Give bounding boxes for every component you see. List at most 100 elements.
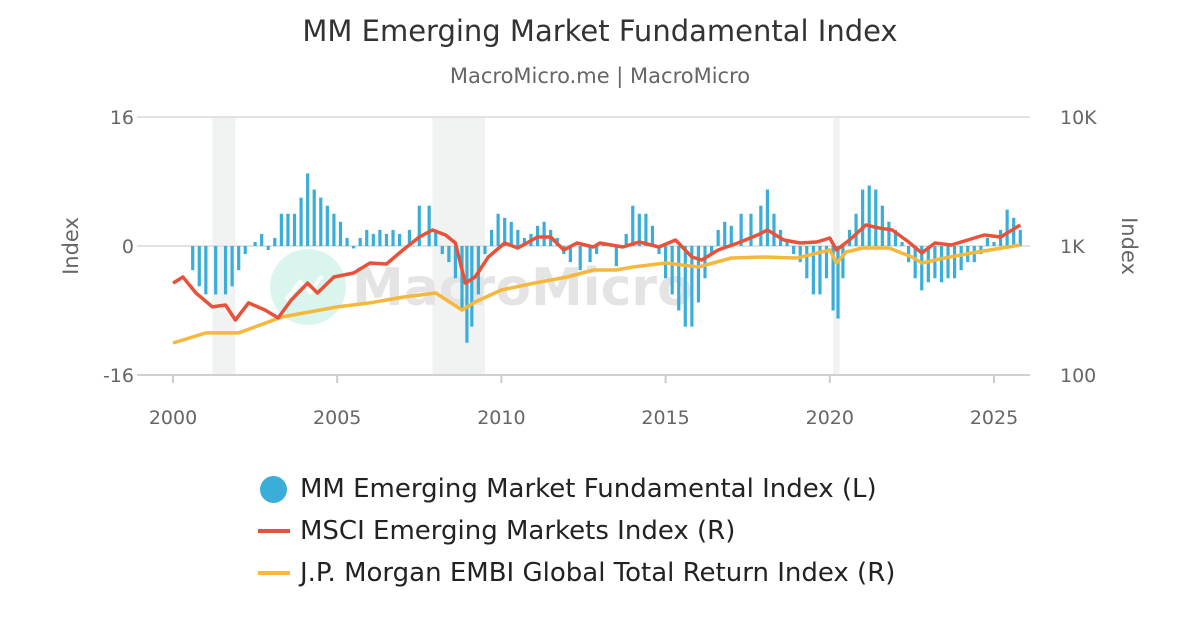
fundamental-index-bar: [831, 246, 835, 311]
fundamental-index-bar: [509, 221, 513, 246]
fundamental-index-bar: [861, 189, 865, 246]
fundamental-index-bar: [854, 213, 858, 246]
fundamental-index-bar: [230, 246, 234, 287]
fundamental-index-bar: [306, 173, 310, 246]
fundamental-index-bar: [522, 237, 526, 246]
fundamental-index-bar: [824, 246, 829, 279]
fundamental-index-bar: [650, 225, 655, 246]
fundamental-index-bar: [197, 246, 201, 287]
fundamental-index-bar: [637, 213, 641, 246]
legend-item-fundamental-index[interactable]: MM Emerging Market Fundamental Index (L): [258, 468, 895, 510]
fundamental-index-bar: [841, 246, 845, 279]
legend-label: MSCI Emerging Markets Index (R): [300, 516, 736, 546]
fundamental-index-bar: [690, 246, 694, 327]
fundamental-index-bar: [489, 229, 494, 246]
fundamental-index-bar: [933, 246, 937, 279]
fundamental-index-bar: [631, 205, 635, 246]
fundamental-index-bar: [772, 213, 776, 246]
fundamental-index-bar: [900, 241, 904, 246]
fundamental-index-bar: [657, 246, 661, 255]
fundamental-index-bar: [805, 246, 809, 279]
fundamental-index-bar: [677, 246, 681, 311]
legend-item-embi[interactable]: J.P. Morgan EMBI Global Total Return Ind…: [258, 552, 895, 594]
fundamental-index-bar: [709, 246, 714, 255]
fundamental-index-bar: [874, 189, 878, 246]
fundamental-index-bar: [279, 213, 283, 246]
fundamental-index-bar: [292, 213, 297, 246]
fundamental-index-bar: [792, 246, 796, 255]
fundamental-index-bar: [286, 213, 290, 246]
fundamental-index-bar: [739, 213, 743, 246]
x-tick-label: 2010: [477, 407, 525, 429]
fundamental-index-bar: [798, 246, 802, 263]
y-right-tick-label: 1K: [1060, 236, 1085, 258]
fundamental-index-bar: [785, 241, 789, 246]
fundamental-index-bar: [893, 229, 898, 246]
fundamental-index-bar: [371, 233, 375, 246]
msci-em-line: [172, 223, 1022, 322]
fundamental-index-bar: [391, 229, 395, 246]
fundamental-index-bar: [378, 229, 382, 246]
x-tick-label: 2005: [313, 407, 361, 429]
fundamental-index-bar: [365, 229, 369, 246]
fundamental-index-bar: [503, 217, 507, 246]
fundamental-index-bar: [332, 213, 336, 246]
fundamental-index-bar: [440, 246, 444, 255]
fundamental-index-bar: [352, 246, 356, 249]
embi-line: [172, 243, 1021, 345]
fundamental-index-bar: [880, 205, 884, 246]
fundamental-index-bar: [867, 185, 871, 246]
legend-line-icon: [258, 571, 290, 575]
y-right-tick-label: 100: [1060, 365, 1096, 387]
fundamental-index-bar: [729, 225, 733, 246]
fundamental-index-bar: [319, 197, 323, 246]
fundamental-index-bar: [470, 246, 474, 327]
fundamental-index-bar: [1012, 217, 1016, 246]
legend-label: J.P. Morgan EMBI Global Total Return Ind…: [300, 558, 896, 588]
fundamental-index-bar: [407, 229, 412, 246]
fundamental-index-bar: [985, 237, 990, 246]
x-tick-label: 2020: [806, 407, 854, 429]
fundamental-index-bar: [223, 246, 228, 295]
fundamental-index-bar: [588, 246, 592, 263]
fundamental-index-bar: [312, 189, 316, 246]
fundamental-index-bar: [483, 246, 487, 255]
fundamental-index-bar: [273, 237, 277, 246]
y-axis-right-label: Index: [1117, 217, 1141, 275]
y-left-tick-label: -16: [103, 365, 134, 387]
fundamental-index-bar: [338, 221, 343, 246]
fundamental-index-bar: [703, 246, 707, 279]
fundamental-index-bar: [496, 213, 500, 246]
legend: MM Emerging Market Fundamental Index (L)…: [258, 468, 895, 594]
fundamental-index-bar: [542, 221, 546, 246]
fundamental-index-bar: [266, 246, 270, 251]
fundamental-index-bar: [670, 246, 674, 295]
legend-circle-icon: [260, 476, 287, 503]
fundamental-index-bar: [887, 221, 891, 246]
fundamental-index-bar: [260, 233, 264, 246]
fundamental-index-bar: [836, 246, 840, 319]
fundamental-index-bar: [624, 233, 628, 246]
fundamental-index-bar: [465, 246, 469, 343]
fundamental-index-bar: [345, 237, 349, 246]
fundamental-index-bar: [759, 205, 763, 246]
fundamental-index-bar: [952, 246, 957, 279]
fundamental-index-bar: [243, 246, 247, 255]
fundamental-index-bar: [204, 246, 208, 295]
fundamental-index-bar: [946, 246, 950, 279]
legend-item-msci[interactable]: MSCI Emerging Markets Index (R): [258, 510, 895, 552]
chart-subtitle: MacroMicro.me | MacroMicro: [449, 64, 751, 88]
fundamental-index-bar: [358, 237, 362, 246]
fundamental-index-bar: [920, 246, 924, 291]
fundamental-index-bar: [696, 246, 701, 303]
fundamental-index-bar: [325, 205, 329, 246]
fundamental-index-bar: [723, 221, 727, 246]
fundamental-index-bar: [926, 246, 930, 283]
y-left-tick-label: 0: [122, 236, 134, 258]
fundamental-index-bar: [1018, 229, 1022, 246]
fundamental-index-bar: [811, 246, 815, 295]
y-left-tick-label: 16: [110, 107, 134, 129]
chart-title: MM Emerging Market Fundamental Index: [302, 14, 898, 48]
fundamental-index-bar: [447, 246, 451, 263]
